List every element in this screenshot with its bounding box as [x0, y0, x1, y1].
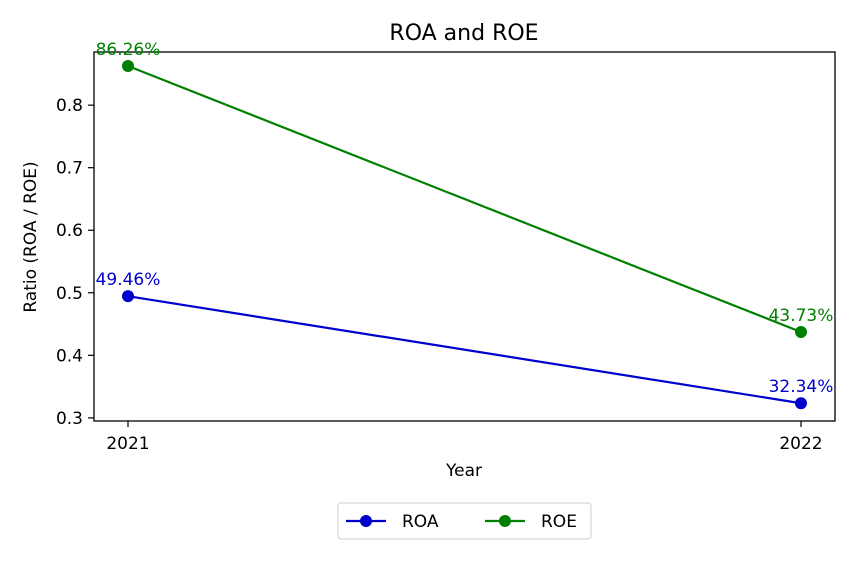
chart-title: ROA and ROE	[389, 21, 538, 46]
legend-roa-label: ROA	[402, 512, 439, 532]
legend: ROA ROE	[337, 502, 592, 540]
y-axis: 0.3 0.4 0.5 0.6 0.7 0.8	[56, 96, 94, 429]
x-axis-label: Year	[445, 461, 482, 481]
x-tick-label: 2021	[106, 434, 149, 454]
y-tick-label: 0.5	[56, 284, 83, 304]
y-axis-label: Ratio (ROA / ROE)	[21, 161, 41, 312]
roe-point	[122, 60, 134, 73]
legend-roe-marker	[499, 515, 511, 527]
series-layer: 49.46% 32.34% 86.26% 43.73%	[96, 40, 834, 410]
y-tick-label: 0.3	[56, 409, 83, 429]
legend-roe-label: ROE	[541, 512, 577, 532]
roe-data-label: 43.73%	[769, 306, 834, 326]
roa-point	[795, 397, 807, 410]
x-axis: 2021 2022	[106, 421, 823, 454]
roe-line	[127, 64, 802, 334]
roa-data-label: 32.34%	[769, 377, 834, 397]
roa-point	[122, 290, 134, 303]
roa-line	[127, 295, 802, 405]
legend-roa-marker	[360, 515, 372, 527]
y-tick-label: 0.8	[56, 96, 83, 116]
y-tick-label: 0.4	[56, 346, 83, 366]
y-tick-label: 0.6	[56, 221, 83, 241]
roa-data-label: 49.46%	[96, 270, 161, 290]
roe-point	[795, 326, 807, 339]
x-tick-label: 2022	[779, 434, 822, 454]
plot-area	[93, 51, 836, 422]
y-tick-label: 0.7	[56, 159, 83, 179]
roe-data-label: 86.26%	[96, 40, 161, 60]
legend-box	[337, 502, 592, 540]
